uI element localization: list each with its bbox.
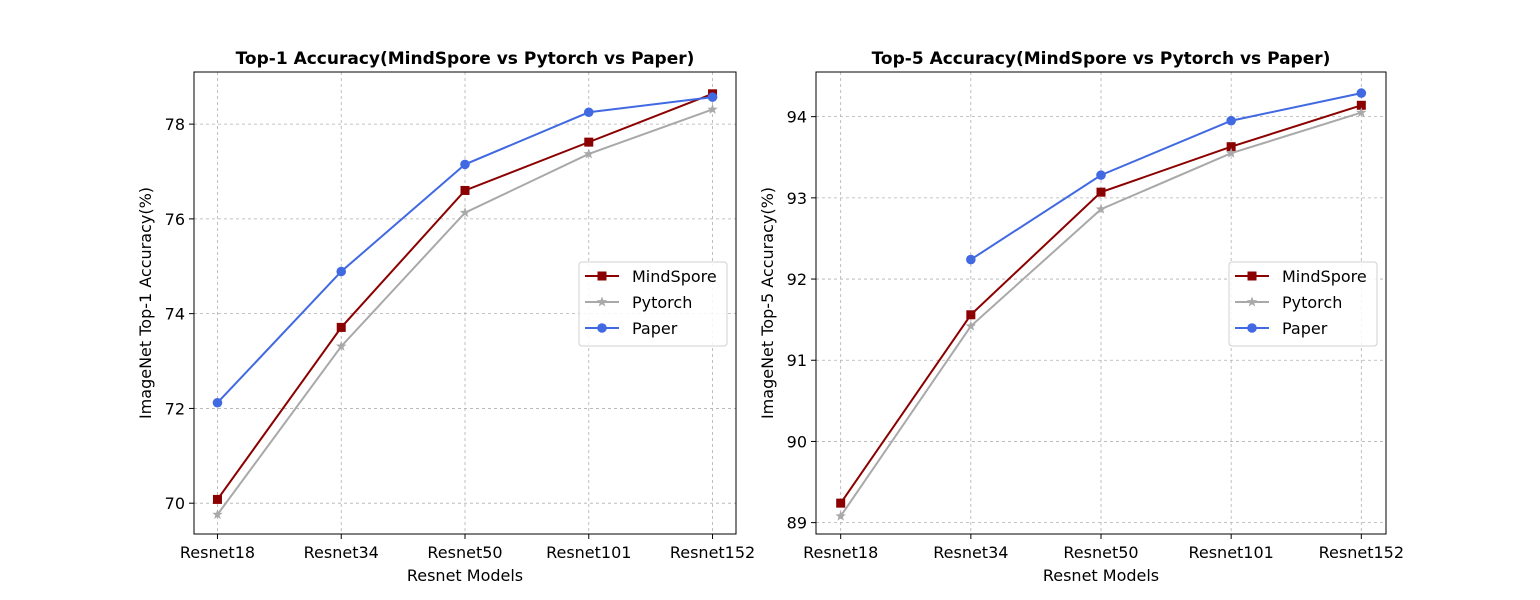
data-point — [836, 498, 846, 508]
data-point — [835, 510, 846, 521]
legend-box — [578, 261, 728, 347]
chart-2: Resnet18 Resnet34 Resnet50 Resnet101 Resnet1… — [758, 49, 1404, 585]
legend-marker — [596, 296, 608, 307]
y-tick-label: 72 — [165, 399, 185, 418]
legend-item-mindspore: MindSpore — [1235, 267, 1367, 286]
series-mindspore — [836, 100, 1366, 508]
legend-item-pytorch: Pytorch — [1235, 293, 1342, 312]
y-tick-label: 93 — [787, 189, 807, 208]
legend-marker — [1246, 296, 1258, 307]
data-point — [966, 254, 976, 265]
data-point — [707, 103, 718, 114]
y-tick-label: 76 — [165, 210, 185, 229]
data-point — [460, 185, 470, 195]
y-tick-label: 94 — [787, 108, 807, 127]
x-tick-label: Resnet18 — [180, 543, 255, 562]
series-paper — [966, 88, 1367, 265]
data-point — [966, 310, 976, 320]
legend-label: Paper — [632, 319, 678, 338]
data-point — [1096, 170, 1106, 180]
chart-1: Resnet18 Resnet34 Resnet50 Resnet101 Resnet1… — [136, 49, 755, 585]
series-paper — [212, 92, 718, 408]
data-point — [1356, 100, 1366, 110]
x-tick-label: Resnet152 — [1319, 543, 1404, 562]
y-tick-label: 70 — [165, 494, 185, 513]
legend-item-paper: Paper — [1235, 319, 1328, 338]
legend: MindSpore Pytorch Paper — [1228, 261, 1378, 347]
legend: MindSpore Pytorch Paper — [578, 261, 728, 347]
series-line — [970, 92, 1362, 261]
legend-label: MindSpore — [1282, 267, 1367, 286]
chart-title: Top-5 Accuracy(MindSpore vs Pytorch vs P… — [872, 49, 1331, 69]
legend-item-paper: Paper — [585, 319, 678, 338]
legend-label: Paper — [1282, 319, 1328, 338]
y-axis-label: ImageNet Top-5 Accuracy(%) — [758, 187, 777, 419]
data-point — [336, 340, 347, 351]
data-point — [212, 494, 222, 504]
legend-label: MindSpore — [632, 267, 717, 286]
legend-label: Pytorch — [1282, 293, 1342, 312]
x-tick-label: Resnet18 — [803, 543, 878, 562]
legend-marker — [597, 323, 607, 333]
chart-title: Top-1 Accuracy(MindSpore vs Pytorch vs P… — [236, 49, 695, 69]
y-tick-label: 74 — [165, 305, 185, 324]
series-pytorch — [212, 103, 718, 520]
x-tick-label: Resnet101 — [1188, 543, 1273, 562]
x-tick-label: Resnet34 — [304, 543, 379, 562]
data-point — [1356, 107, 1367, 118]
y-tick-label: 89 — [787, 514, 807, 533]
data-point — [212, 509, 223, 520]
data-point — [212, 397, 223, 408]
legend-item-mindspore: MindSpore — [585, 267, 717, 286]
data-point — [1225, 147, 1237, 158]
y-tick-label: 91 — [787, 351, 807, 370]
data-point — [583, 107, 594, 118]
x-axis-label: Resnet Models — [1043, 566, 1159, 585]
data-point — [1226, 142, 1236, 152]
x-tick-label: Resnet34 — [933, 543, 1008, 562]
data-point — [583, 148, 594, 159]
x-tick-label: Resnet101 — [546, 543, 631, 562]
legend-box — [1228, 261, 1378, 347]
series-pytorch — [835, 107, 1367, 521]
y-axis-label: ImageNet Top-1 Accuracy(%) — [136, 187, 155, 419]
y-tick-label: 78 — [165, 115, 185, 134]
legend-marker — [1247, 271, 1257, 281]
data-point — [1095, 203, 1107, 214]
x-axis-label: Resnet Models — [407, 566, 523, 585]
data-point — [1356, 88, 1367, 98]
legend-marker — [597, 271, 607, 281]
x-tick-label: Resnet152 — [670, 543, 755, 562]
data-point — [707, 92, 718, 102]
data-point — [965, 320, 977, 331]
data-point — [1096, 187, 1106, 197]
data-point — [584, 137, 594, 147]
data-point — [459, 207, 471, 218]
x-tick-label: Resnet50 — [427, 543, 502, 562]
data-point — [460, 159, 470, 170]
data-point — [1226, 115, 1236, 126]
legend-item-pytorch: Pytorch — [585, 293, 692, 312]
y-tick-label: 92 — [787, 270, 807, 289]
legend-label: Pytorch — [632, 293, 692, 312]
data-point — [336, 266, 347, 277]
legend-marker — [1247, 323, 1257, 333]
x-tick-label: Resnet50 — [1063, 543, 1138, 562]
y-tick-label: 90 — [787, 432, 807, 451]
data-point — [336, 322, 346, 332]
